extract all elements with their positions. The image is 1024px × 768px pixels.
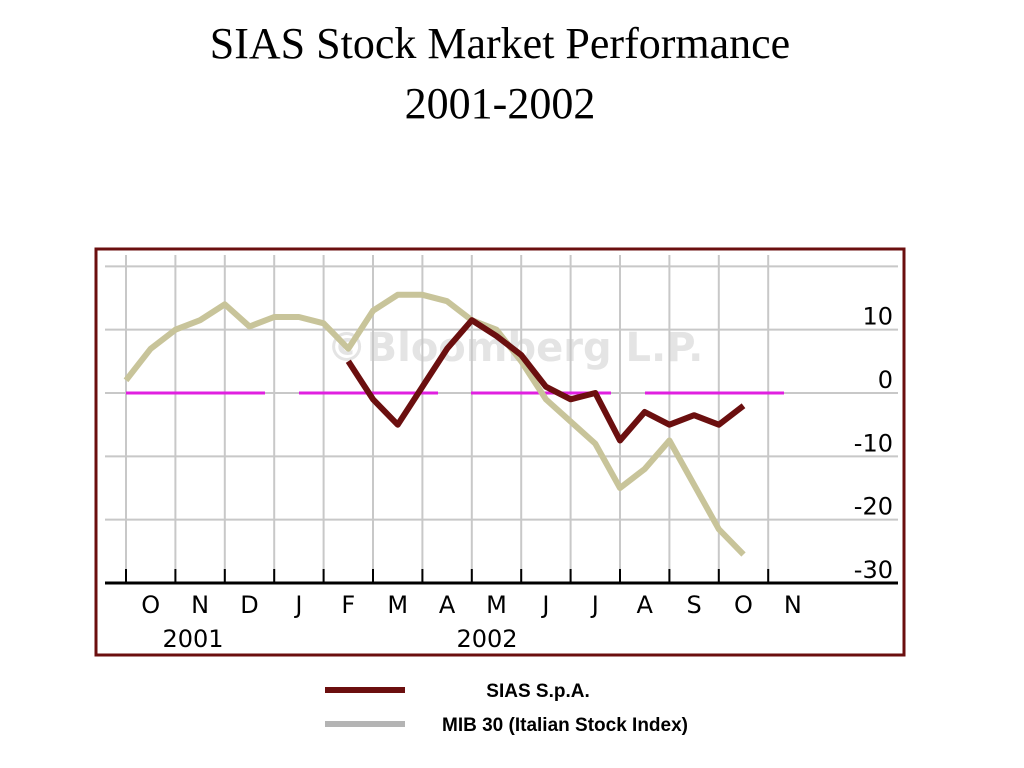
series-line xyxy=(345,317,746,444)
x-tick-label: O xyxy=(734,591,753,619)
series-line xyxy=(123,291,746,557)
y-tick-label: -20 xyxy=(854,493,893,521)
y-tick-label: -30 xyxy=(854,556,893,584)
x-tick-label: J xyxy=(293,591,302,619)
x-tick-label: J xyxy=(540,591,549,619)
x-tick-label: O xyxy=(141,591,160,619)
x-tick-label: M xyxy=(486,591,507,619)
y-tick-label: 10 xyxy=(862,303,893,331)
chart-subtitle: 2001-2002 xyxy=(405,79,596,128)
x-tick-label: A xyxy=(439,591,456,619)
year-label: 2002 xyxy=(456,625,517,653)
x-tick-label: N xyxy=(191,591,209,619)
x-tick-label: M xyxy=(387,591,408,619)
year-label: 2001 xyxy=(162,625,223,653)
legend-label: MIB 30 (Italian Stock Index) xyxy=(442,715,688,736)
legend-label: SIAS S.p.A. xyxy=(486,681,589,702)
y-tick-label: -10 xyxy=(854,429,893,457)
chart-frame xyxy=(94,247,906,657)
x-tick-label: S xyxy=(686,591,701,619)
x-tick-label: D xyxy=(240,591,258,619)
x-tick-label: J xyxy=(590,591,599,619)
x-tick-label: F xyxy=(341,591,355,619)
chart-title: SIAS Stock Market Performance xyxy=(210,19,790,68)
x-tick-label: N xyxy=(784,591,802,619)
x-tick-label: A xyxy=(636,591,653,619)
y-tick-label: 0 xyxy=(878,366,893,394)
